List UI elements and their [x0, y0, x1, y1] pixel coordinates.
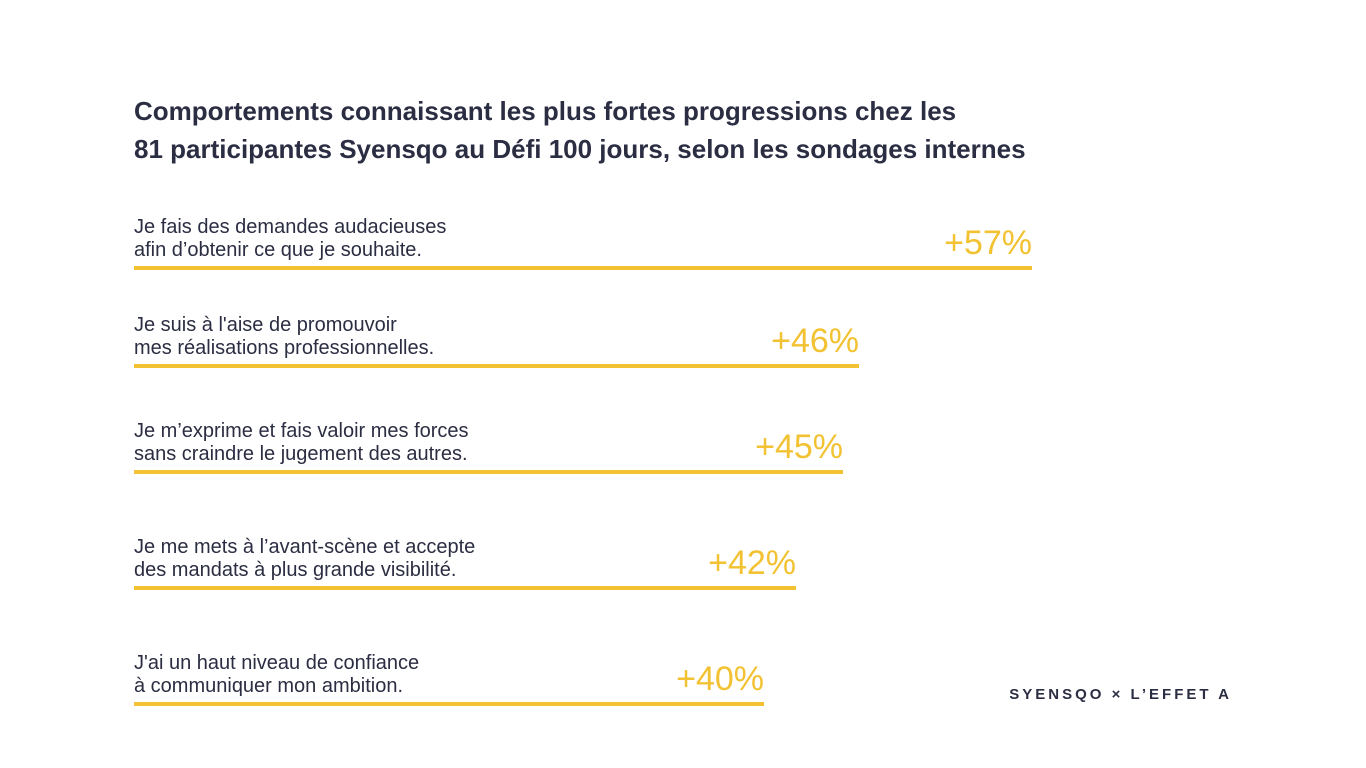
- bar-label-line: Je suis à l'aise de promouvoir: [134, 314, 397, 336]
- bar-row: J'ai un haut niveau de confiance à commun…: [134, 646, 764, 706]
- brand-signature: SYENSQO × L’EFFET A: [1009, 686, 1232, 703]
- bar-value-label: +46%: [771, 322, 859, 360]
- bar-label: Je me mets à l’avant-scène et accepte des…: [134, 536, 475, 582]
- bar-row: Je m’exprime et fais valoir mes forces sa…: [134, 414, 843, 474]
- title-line-1: Comportements connaissant les plus forte…: [134, 96, 957, 126]
- bar: [134, 470, 843, 474]
- bar: [134, 586, 796, 590]
- bar-value-label: +42%: [708, 544, 796, 582]
- bar-value-label: +40%: [676, 660, 764, 698]
- bar-label-line: Je m’exprime et fais valoir mes forces: [134, 420, 469, 442]
- bar-row: Je fais des demandes audacieuses afin d’o…: [134, 210, 1032, 270]
- chart-title: Comportements connaissant les plus forte…: [134, 92, 1234, 168]
- bar-label-line: à communiquer mon ambition.: [134, 675, 404, 697]
- bar: [134, 266, 1032, 270]
- bar-label: Je fais des demandes audacieuses afin d’o…: [134, 216, 446, 262]
- bar: [134, 702, 764, 706]
- bar-label-line: des mandats à plus grande visibilité.: [134, 559, 457, 581]
- bar-label: J'ai un haut niveau de confiance à commun…: [134, 652, 419, 698]
- bar-label: Je suis à l'aise de promouvoir mes réalis…: [134, 314, 434, 360]
- bar-label-line: Je me mets à l’avant-scène et accepte: [134, 536, 476, 558]
- bar-label: Je m’exprime et fais valoir mes forces sa…: [134, 420, 469, 466]
- bar-row: Je suis à l'aise de promouvoir mes réalis…: [134, 308, 859, 368]
- bar-label-line: J'ai un haut niveau de confiance: [134, 652, 420, 674]
- bar-label-line: afin d’obtenir ce que je souhaite.: [134, 239, 422, 261]
- bar: [134, 364, 859, 368]
- bar-row: Je me mets à l’avant-scène et accepte des…: [134, 530, 796, 590]
- bar-value-label: +57%: [944, 224, 1032, 262]
- bar-label-line: sans craindre le jugement des autres.: [134, 443, 468, 465]
- bar-value-label: +45%: [755, 428, 843, 466]
- title-line-2: 81 participantes Syensqo au Défi 100 jou…: [134, 134, 1026, 164]
- bar-label-line: mes réalisations professionnelles.: [134, 337, 435, 359]
- bar-label-line: Je fais des demandes audacieuses: [134, 216, 447, 238]
